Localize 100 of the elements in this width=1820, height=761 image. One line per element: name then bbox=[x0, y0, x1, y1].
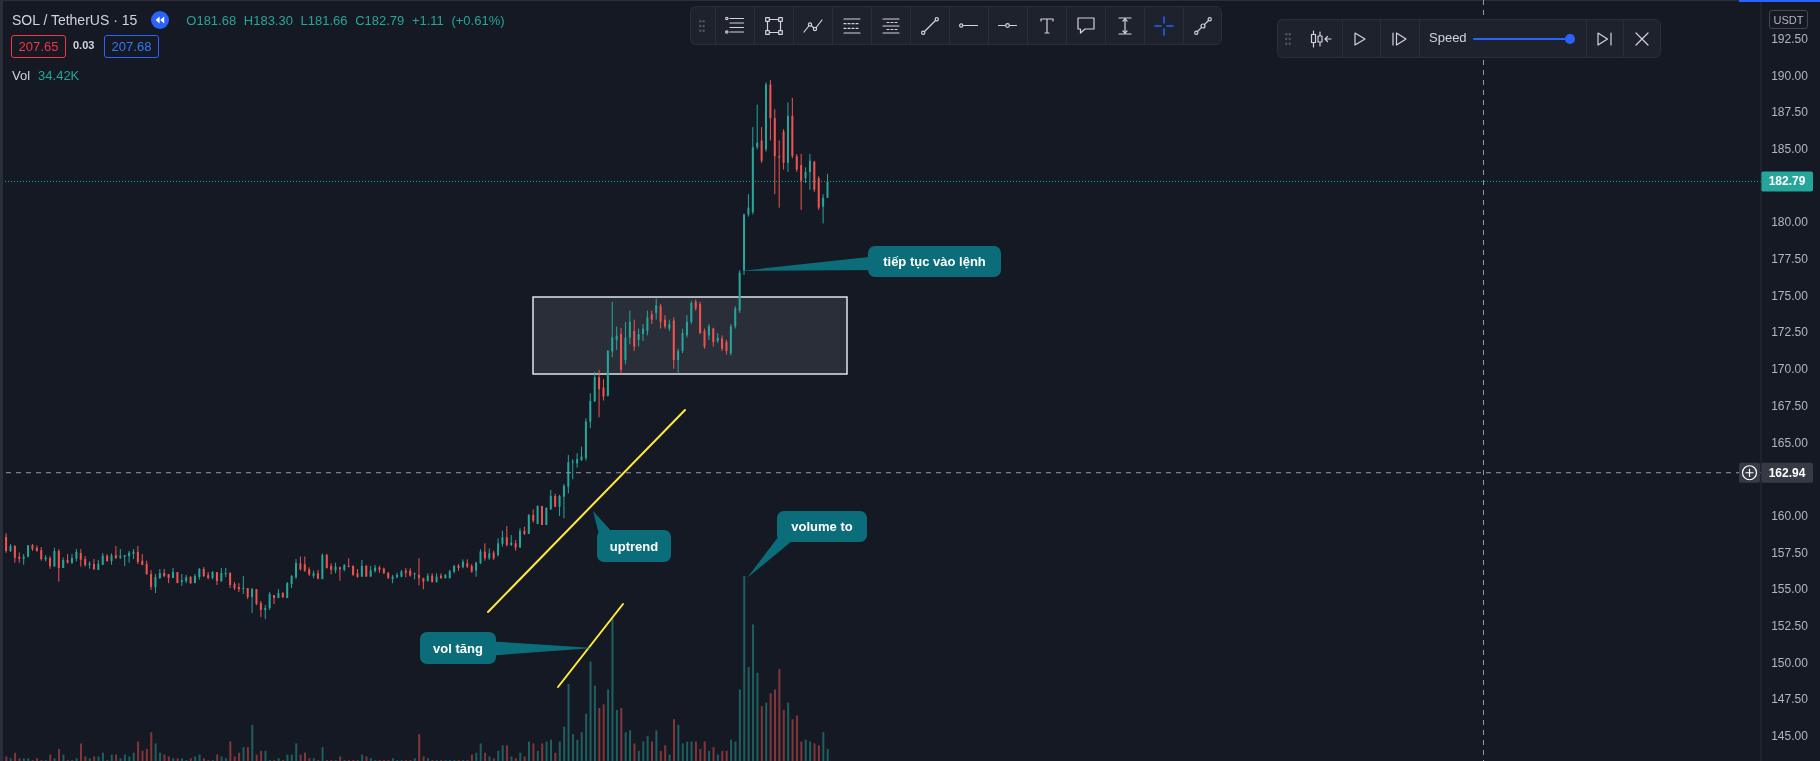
y-tick-label: 172.50 bbox=[1771, 325, 1809, 340]
y-tick-label: 147.50 bbox=[1771, 692, 1809, 707]
bar bbox=[18, 758, 21, 761]
bar bbox=[216, 754, 219, 761]
bar bbox=[422, 756, 425, 761]
bar bbox=[699, 748, 702, 761]
y-tick-label: 190.00 bbox=[1771, 68, 1809, 83]
candlestick bbox=[549, 489, 552, 511]
bar bbox=[743, 576, 746, 761]
bar bbox=[536, 750, 539, 761]
bar bbox=[703, 741, 706, 761]
bar bbox=[286, 754, 289, 761]
bar bbox=[154, 743, 157, 761]
bar bbox=[479, 743, 482, 761]
bar bbox=[545, 741, 548, 761]
y-tick-label: 170.00 bbox=[1771, 362, 1809, 377]
bar bbox=[571, 734, 574, 761]
bar bbox=[391, 758, 394, 761]
bar bbox=[541, 743, 544, 761]
y-tick-label: 145.00 bbox=[1771, 729, 1809, 744]
bar bbox=[567, 683, 570, 761]
bar bbox=[110, 754, 113, 761]
y-tick-label: 187.50 bbox=[1771, 105, 1809, 120]
bar bbox=[514, 758, 517, 761]
bar bbox=[585, 713, 588, 761]
bar bbox=[615, 709, 618, 761]
bar bbox=[809, 741, 812, 761]
bar bbox=[672, 719, 675, 761]
bar bbox=[299, 754, 302, 761]
bar bbox=[554, 752, 557, 761]
candlestick bbox=[237, 582, 240, 593]
candlestick bbox=[690, 300, 693, 325]
bar bbox=[734, 741, 737, 761]
candlestick bbox=[505, 525, 508, 548]
annotation: tiếp tục vào lệnh bbox=[883, 254, 986, 269]
bar bbox=[22, 758, 25, 761]
bar bbox=[506, 745, 509, 761]
bar bbox=[189, 758, 192, 761]
candlestick bbox=[540, 505, 543, 526]
candlestick bbox=[611, 301, 614, 358]
bar bbox=[255, 754, 258, 761]
candlestick bbox=[338, 566, 341, 582]
price-field: 207.68 bbox=[104, 35, 159, 58]
candlestick bbox=[154, 573, 157, 594]
bar bbox=[475, 752, 478, 761]
bar bbox=[637, 750, 640, 761]
annotation: 207.65 bbox=[18, 39, 59, 54]
bar bbox=[817, 745, 820, 761]
candlestick bbox=[712, 327, 715, 348]
bar bbox=[115, 754, 118, 761]
bar bbox=[264, 750, 267, 761]
bar bbox=[93, 756, 96, 761]
candlestick bbox=[475, 561, 478, 578]
candlestick bbox=[602, 378, 605, 402]
y-tick-label: 167.50 bbox=[1771, 398, 1809, 413]
ref-line-label: 162.94 bbox=[1768, 465, 1806, 480]
bar bbox=[251, 724, 254, 761]
bar bbox=[242, 747, 245, 761]
bar bbox=[629, 730, 632, 761]
bar bbox=[593, 685, 596, 761]
bar bbox=[53, 758, 56, 761]
candlestick bbox=[150, 569, 153, 591]
bar bbox=[721, 750, 724, 761]
bar bbox=[49, 754, 52, 761]
bar bbox=[58, 748, 61, 761]
candlestick bbox=[70, 553, 73, 565]
bar bbox=[172, 758, 175, 761]
candlestick bbox=[136, 545, 139, 565]
bar bbox=[716, 754, 719, 761]
bar bbox=[519, 752, 522, 761]
bar bbox=[532, 743, 535, 761]
candlestick bbox=[703, 328, 706, 350]
bar bbox=[690, 741, 693, 761]
bar bbox=[655, 730, 658, 761]
annotation: O181.68 H183.30 L181.66 C182.79 +1.11 (+0.61%) bbox=[186, 12, 505, 28]
y-tick-label: 175.00 bbox=[1771, 288, 1809, 303]
bar bbox=[620, 708, 623, 761]
bar bbox=[79, 743, 82, 761]
bar bbox=[787, 702, 790, 761]
y-tick-label: 165.00 bbox=[1771, 435, 1809, 450]
bar bbox=[813, 743, 816, 761]
bar bbox=[756, 672, 759, 761]
chart-title: Vol bbox=[12, 67, 31, 83]
text: SOL / TetherUS · 15 bbox=[12, 12, 138, 28]
bar bbox=[150, 732, 153, 761]
bar bbox=[633, 743, 636, 761]
bar bbox=[101, 752, 104, 761]
bar bbox=[260, 750, 263, 761]
bar bbox=[312, 758, 315, 761]
bar bbox=[549, 739, 552, 761]
bar bbox=[198, 754, 201, 761]
bar bbox=[27, 758, 30, 761]
bar bbox=[369, 758, 372, 761]
bar bbox=[576, 739, 579, 761]
bar bbox=[752, 624, 755, 761]
bar bbox=[725, 750, 728, 761]
candlestick bbox=[642, 323, 645, 342]
bar bbox=[277, 758, 280, 761]
bar bbox=[624, 732, 627, 761]
candlestick bbox=[615, 326, 618, 351]
